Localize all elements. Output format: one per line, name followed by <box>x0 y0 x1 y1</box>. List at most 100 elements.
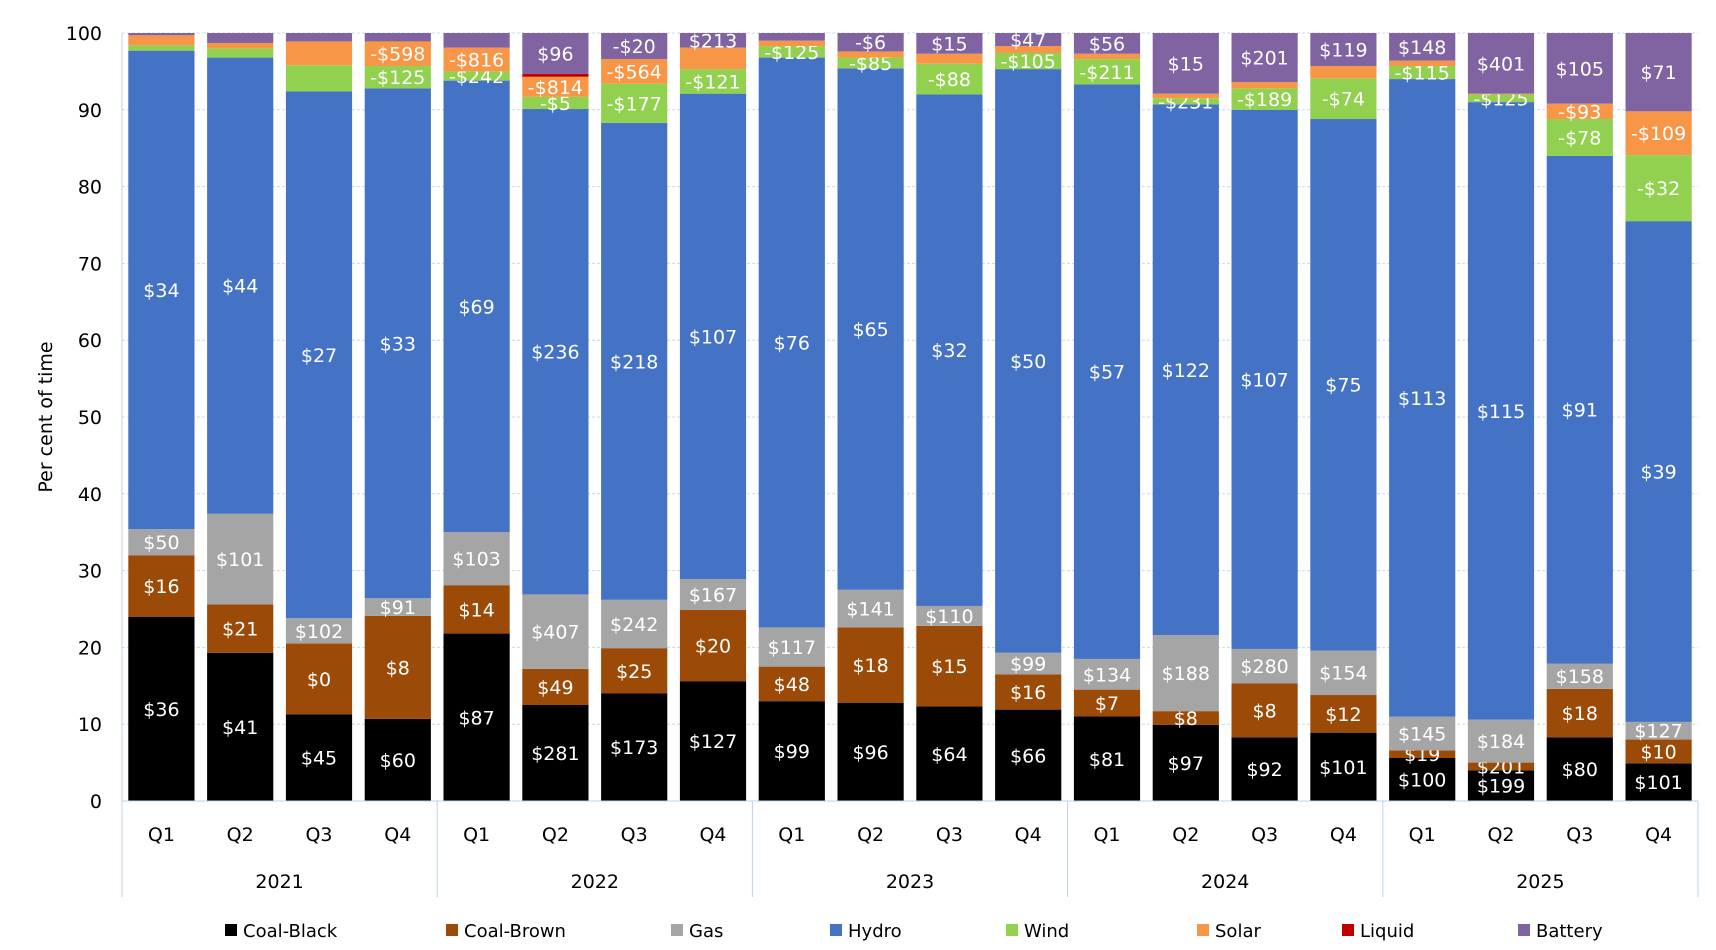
bar-segment-coal-brown <box>443 585 510 634</box>
bar-segment-coal-brown <box>1625 739 1692 764</box>
data-label: $8 <box>386 657 410 679</box>
bar-segment-wind <box>443 71 510 81</box>
bar-segment-gas <box>1625 721 1692 740</box>
data-label: $154 <box>1319 663 1367 685</box>
x-tick-label: Q2 <box>857 824 884 846</box>
bar-segment-hydro <box>128 50 195 530</box>
data-label: -$74 <box>1322 89 1365 111</box>
bar-segment-battery <box>1152 33 1219 94</box>
bar-segment-solar <box>128 35 195 46</box>
legend-label: Wind <box>1024 921 1069 942</box>
data-label: $401 <box>1477 53 1525 75</box>
data-label: $48 <box>774 674 810 696</box>
data-label: $97 <box>1168 753 1204 775</box>
data-label: $18 <box>852 655 888 677</box>
bar-segment-battery <box>995 33 1062 47</box>
bar-segment-gas <box>758 627 825 667</box>
data-label: $20 <box>695 635 731 657</box>
x-group-label: 2024 <box>1201 871 1249 893</box>
data-label: $127 <box>689 731 737 753</box>
y-axis: 0 10 20 30 40 50 60 70 80 90 100 <box>66 23 123 813</box>
bar-segment-coal-brown <box>679 609 747 682</box>
bar-segment-coal-black <box>916 706 983 801</box>
x-tick-label: Q4 <box>699 824 726 846</box>
bar-segment-battery <box>1389 33 1456 61</box>
y-tick-label: 0 <box>90 791 102 813</box>
bar-segment-coal-black <box>1546 737 1613 801</box>
bar-segment-wind <box>128 45 195 51</box>
bar-segment-battery <box>364 33 431 42</box>
bar-segment-coal-brown <box>364 615 431 719</box>
data-label: $15 <box>931 656 967 678</box>
data-label: $105 <box>1556 58 1604 80</box>
data-label: $64 <box>931 744 967 766</box>
bar-segment-wind <box>1310 78 1377 120</box>
bar-segment-hydro <box>1467 102 1535 720</box>
data-label: $49 <box>537 677 573 699</box>
legend-swatch-hydro <box>830 924 842 936</box>
bar-segment-wind <box>916 63 983 95</box>
bar-segment-coal-black <box>995 709 1062 801</box>
bar-segment-hydro <box>285 91 353 619</box>
data-label: -$78 <box>1558 127 1601 149</box>
data-label: $66 <box>1010 745 1046 767</box>
legend: Coal-Black Coal-Brown Gas Hydro Wind Solar Liq… <box>225 921 1603 942</box>
x-tick-label: Q3 <box>621 824 648 846</box>
bar-segment-gas <box>443 532 510 586</box>
data-label: $92 <box>1246 759 1282 781</box>
data-label: $71 <box>1640 62 1676 84</box>
x-group-label: 2023 <box>886 871 934 893</box>
legend-swatch-coal-black <box>225 924 237 936</box>
bar-segment-coal-black <box>601 693 668 801</box>
bar-segment-coal-brown <box>128 555 195 617</box>
bar-segment-gas <box>679 579 747 610</box>
bar-segment-battery <box>443 33 510 48</box>
bar-segment-solar <box>758 40 825 47</box>
legend-swatch-gas <box>671 924 683 936</box>
bar-segment-solar <box>443 47 510 72</box>
data-label: $50 <box>1010 351 1046 373</box>
data-label: -$125 <box>370 67 425 89</box>
bar-segment-battery <box>1231 33 1298 83</box>
data-label: $12 <box>1325 704 1361 726</box>
bar-segment-solar <box>916 53 983 64</box>
x-group-label: 2021 <box>255 871 303 893</box>
bar-segment-coal-black <box>522 705 589 801</box>
bar-segment-hydro <box>837 68 904 590</box>
data-label: -$125 <box>764 42 819 64</box>
bar-segment-hydro <box>522 109 589 595</box>
bar-segment-wind <box>1231 88 1298 110</box>
bar-segment-hydro <box>601 122 668 600</box>
bar-segment-hydro <box>364 88 431 599</box>
y-tick-label: 20 <box>78 637 102 659</box>
bar-segment-battery <box>522 33 589 74</box>
bar-segment-wind <box>679 69 747 94</box>
data-label: -$109 <box>1631 123 1686 145</box>
data-label: $8 <box>1174 708 1198 730</box>
bar-segment-gas <box>601 599 668 649</box>
bar-segment-coal-brown <box>285 643 353 715</box>
x-tick-label: Q4 <box>384 824 411 846</box>
y-tick-label: 10 <box>78 714 102 736</box>
bar-segment-battery <box>916 33 983 54</box>
data-label: $27 <box>301 345 337 367</box>
bar-segment-solar <box>1231 82 1298 89</box>
bar-segment-hydro <box>1073 84 1141 659</box>
data-label: -$121 <box>685 71 740 93</box>
x-group-label: 2025 <box>1516 871 1564 893</box>
bar-segment-coal-black <box>128 616 195 801</box>
bar-segment-battery <box>837 33 904 52</box>
data-label: $25 <box>616 661 652 683</box>
bar-segment-solar <box>679 47 747 70</box>
data-label: $100 <box>1398 769 1446 791</box>
bar-segment-battery <box>679 33 747 48</box>
bar-segment-gas <box>522 594 589 669</box>
data-label: $69 <box>458 296 494 318</box>
bar-segment-solar <box>207 42 274 49</box>
x-tick-label: Q1 <box>778 824 805 846</box>
data-label: $117 <box>768 637 816 659</box>
bar-segment-battery <box>128 33 195 36</box>
data-label: $173 <box>610 737 658 759</box>
data-label: -$85 <box>849 53 892 75</box>
data-label: $47 <box>1010 30 1046 52</box>
